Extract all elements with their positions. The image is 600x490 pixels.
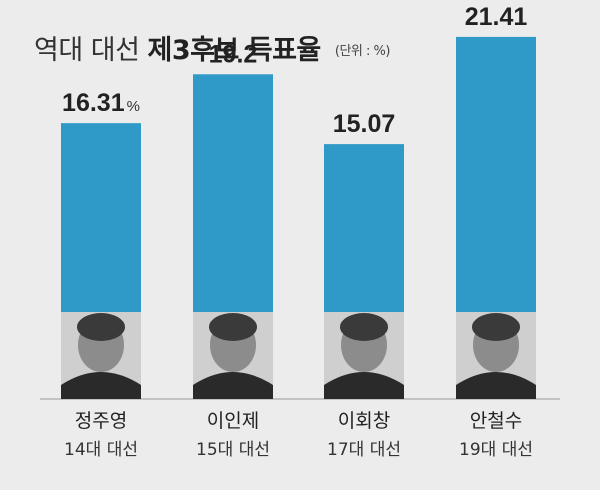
chart-title-main: 역대 대선 — [34, 35, 140, 66]
chart-title-bold: 제3후보 득표율 — [147, 35, 322, 66]
bar-value-label-4: 21.41 — [465, 3, 528, 31]
category-label-4: 안철수 — [470, 410, 522, 432]
category-sublabel-3: 17대 대선 — [327, 440, 401, 460]
chart-unit-label: (단위 : %) — [334, 44, 391, 59]
candidate-photo-1 — [61, 312, 141, 399]
category-label-1: 정주영 — [75, 410, 127, 432]
bar-value-unit: % — [127, 98, 140, 115]
candidate-photo-3 — [324, 312, 404, 399]
category-sublabel-2: 15대 대선 — [196, 440, 270, 460]
bar-value-label-3: 15.07 — [333, 110, 396, 138]
category-sublabel-1: 14대 대선 — [64, 440, 138, 460]
category-label-3: 이회창 — [338, 410, 390, 432]
category-sublabel-4: 19대 대선 — [459, 440, 533, 460]
candidate-photo-2 — [193, 312, 273, 399]
chart-title: 역대 대선 제3후보 득표율 (단위 : %) — [34, 28, 390, 67]
candidate-photo-4 — [456, 312, 536, 399]
bar-value-label-2: 19.2 — [209, 40, 258, 68]
category-label-2: 이인제 — [207, 410, 259, 432]
bar-value-label-1: 16.31% — [62, 89, 140, 117]
